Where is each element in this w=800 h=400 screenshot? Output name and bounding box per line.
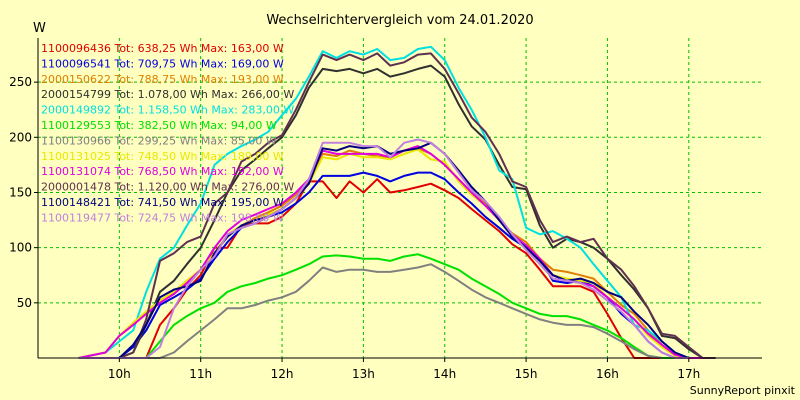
legend-entry-1: 1100096541 Tot: 709,75 Wh Max: 169,00 W xyxy=(41,57,284,70)
series-line-5 xyxy=(78,253,675,359)
x-tick-label-7: 17h xyxy=(677,367,700,381)
legend-entry-2: 2000150622 Tot: 788,75 Wh Max: 193,00 W xyxy=(41,73,284,86)
grid-layer xyxy=(38,38,762,358)
x-tick-label-5: 15h xyxy=(515,367,538,381)
chart-title: Wechselrichtervergleich vom 24.01.2020 xyxy=(266,13,533,28)
series-line-11 xyxy=(78,138,689,359)
y-tick-label-4: 250 xyxy=(9,75,32,89)
series-line-8 xyxy=(78,145,703,359)
x-tick-label-0: 10h xyxy=(108,367,131,381)
series-layer xyxy=(78,45,716,359)
legend-entry-5: 1100129553 Tot: 382,50 Wh Max: 94,00 W xyxy=(41,119,277,132)
legend-entry-7: 1100131025 Tot: 748,50 Wh Max: 189,00 W xyxy=(41,150,284,163)
legend-entry-8: 1100131074 Tot: 768,50 Wh Max: 192,00 W xyxy=(41,165,284,178)
legend: 1100096436 Tot: 638,25 Wh Max: 163,00 W 1… xyxy=(41,42,294,224)
y-tick-label-2: 150 xyxy=(9,185,32,199)
x-tick-label-1: 11h xyxy=(189,367,212,381)
x-tick-label-4: 14h xyxy=(433,367,456,381)
y-tick-label-1: 100 xyxy=(9,241,32,255)
x-tick-label-3: 13h xyxy=(352,367,375,381)
y-tick-label-3: 200 xyxy=(9,130,32,144)
legend-entry-3: 2000154799 Tot: 1.078,00 Wh Max: 266,00 … xyxy=(41,88,294,101)
y-tick-label-0: 50 xyxy=(17,296,32,310)
series-line-0 xyxy=(78,178,662,359)
legend-entry-11: 1100119477 Tot: 724,75 Wh Max: 198,00 W xyxy=(41,211,284,224)
legend-entry-6: 1100130966 Tot: 299,25 Wh Max: 85,00 W xyxy=(41,134,277,147)
legend-entry-9: 2000001478 Tot: 1.120,00 Wh Max: 276,00 … xyxy=(41,181,294,194)
series-line-6 xyxy=(78,263,663,359)
series-line-10 xyxy=(78,141,690,359)
legend-entry-0: 1100096436 Tot: 638,25 Wh Max: 163,00 W xyxy=(41,42,284,55)
series-line-4 xyxy=(78,45,716,359)
legend-entry-4: 2000149892 Tot: 1.158,50 Wh Max: 283,00 … xyxy=(41,104,294,117)
axis-layer: 10h 11h 12h 13h 14h 15h 16h 17h 50 100 150 200 250 xyxy=(9,38,762,381)
series-line-3 xyxy=(78,64,716,359)
series-line-9 xyxy=(78,52,716,359)
legend-entry-10: 1100148421 Tot: 741,50 Wh Max: 195,00 W xyxy=(41,196,284,209)
credit-label: SunnyReport pinxit xyxy=(690,384,796,397)
x-tick-label-6: 16h xyxy=(596,367,619,381)
y-axis-label: W xyxy=(33,21,46,36)
x-tick-label-2: 12h xyxy=(271,367,294,381)
